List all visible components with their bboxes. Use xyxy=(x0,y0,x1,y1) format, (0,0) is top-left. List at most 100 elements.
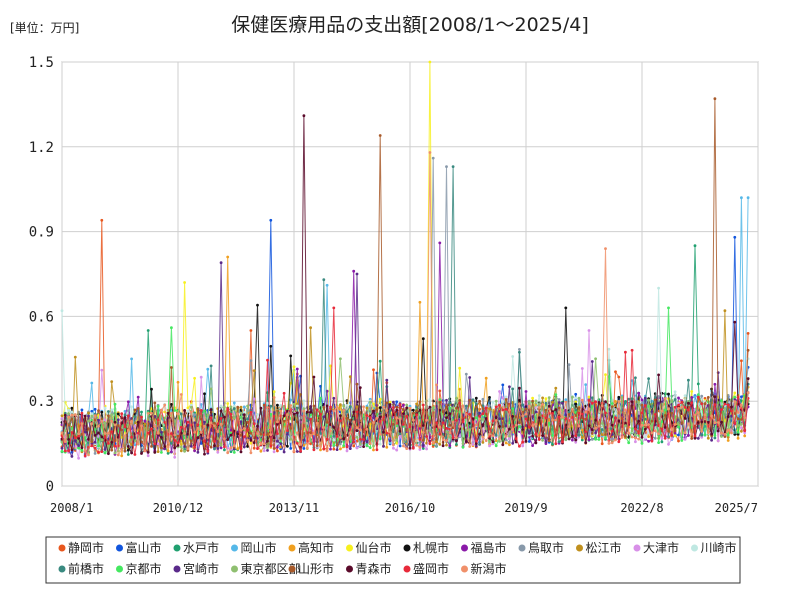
legend-swatch xyxy=(288,544,296,552)
data-point xyxy=(339,357,342,361)
data-point xyxy=(445,416,448,420)
data-point xyxy=(60,450,64,453)
data-point xyxy=(365,440,369,443)
data-point xyxy=(587,432,591,435)
data-point xyxy=(146,450,150,454)
data-point xyxy=(170,450,173,454)
data-point xyxy=(531,434,534,438)
data-point xyxy=(203,439,206,443)
chart-title: 保健医療用品の支出額[2008/1～2025/4] xyxy=(231,14,589,36)
data-point xyxy=(458,399,462,402)
data-point xyxy=(716,421,720,424)
data-point xyxy=(677,396,680,400)
data-point xyxy=(551,442,554,446)
data-point xyxy=(123,416,127,419)
data-point xyxy=(229,450,233,453)
data-point xyxy=(226,438,230,441)
series-group xyxy=(60,60,750,460)
data-point xyxy=(455,443,458,446)
data-point xyxy=(256,424,259,428)
data-point xyxy=(690,401,694,405)
data-point xyxy=(746,348,750,352)
data-point xyxy=(428,405,432,409)
data-point xyxy=(660,440,664,444)
data-point xyxy=(272,415,276,418)
data-point xyxy=(498,417,501,421)
data-point xyxy=(103,435,107,439)
x-tick-label: 2013/11 xyxy=(269,501,320,515)
data-point xyxy=(107,442,110,445)
data-point xyxy=(425,435,428,438)
data-point xyxy=(193,376,197,380)
data-point xyxy=(325,437,329,441)
data-point xyxy=(339,442,342,446)
data-point xyxy=(189,439,193,443)
data-point xyxy=(203,420,206,424)
data-point xyxy=(514,437,518,441)
data-point xyxy=(269,404,273,408)
data-point xyxy=(571,435,574,438)
data-point xyxy=(216,447,220,450)
data-point xyxy=(441,410,445,414)
data-point xyxy=(252,441,256,445)
data-point xyxy=(378,406,382,409)
data-point xyxy=(544,434,548,437)
x-tick-label: 2022/8 xyxy=(620,501,663,515)
data-point xyxy=(368,446,372,449)
data-point xyxy=(561,416,564,419)
data-point xyxy=(262,442,266,446)
data-point xyxy=(213,444,216,447)
data-point xyxy=(339,419,342,423)
data-point xyxy=(93,452,97,455)
data-point xyxy=(411,408,415,412)
data-point xyxy=(342,404,346,408)
data-point xyxy=(511,387,515,391)
data-point xyxy=(249,359,253,362)
data-point xyxy=(392,430,395,434)
data-point xyxy=(77,446,80,450)
data-point xyxy=(501,408,505,412)
data-point xyxy=(743,429,747,433)
data-point xyxy=(123,425,127,429)
data-point xyxy=(673,434,677,438)
data-point xyxy=(140,452,143,455)
data-point xyxy=(571,438,574,442)
data-point xyxy=(653,436,657,440)
data-point xyxy=(120,448,124,451)
data-point xyxy=(640,442,644,445)
data-point xyxy=(521,403,525,407)
data-point xyxy=(481,412,485,415)
data-point xyxy=(355,382,359,386)
data-point xyxy=(116,418,120,422)
data-point xyxy=(292,412,296,416)
data-point xyxy=(481,435,485,439)
data-point xyxy=(557,398,561,401)
data-point xyxy=(312,431,316,435)
data-point xyxy=(189,405,193,409)
data-point xyxy=(388,439,392,443)
data-point xyxy=(730,431,733,435)
data-point xyxy=(634,376,637,380)
data-point xyxy=(153,425,157,428)
data-point xyxy=(236,432,240,436)
data-point xyxy=(428,429,432,432)
data-point xyxy=(703,402,707,406)
data-point xyxy=(87,414,90,418)
data-point xyxy=(594,437,597,441)
data-point xyxy=(90,409,94,413)
data-point xyxy=(272,436,276,440)
data-point xyxy=(458,401,462,405)
data-point xyxy=(584,441,588,445)
data-point xyxy=(352,269,356,273)
data-point xyxy=(97,409,100,413)
data-point xyxy=(544,397,548,401)
data-point xyxy=(468,428,472,431)
data-point xyxy=(501,396,505,400)
legend-swatch xyxy=(173,544,181,552)
data-point xyxy=(554,393,558,396)
data-point xyxy=(547,407,551,411)
data-point xyxy=(468,413,472,416)
y-axis-ticks: 0 0.3 0.6 0.9 1.2 1.5 xyxy=(29,55,54,495)
data-point xyxy=(113,402,117,406)
data-point xyxy=(186,420,190,424)
